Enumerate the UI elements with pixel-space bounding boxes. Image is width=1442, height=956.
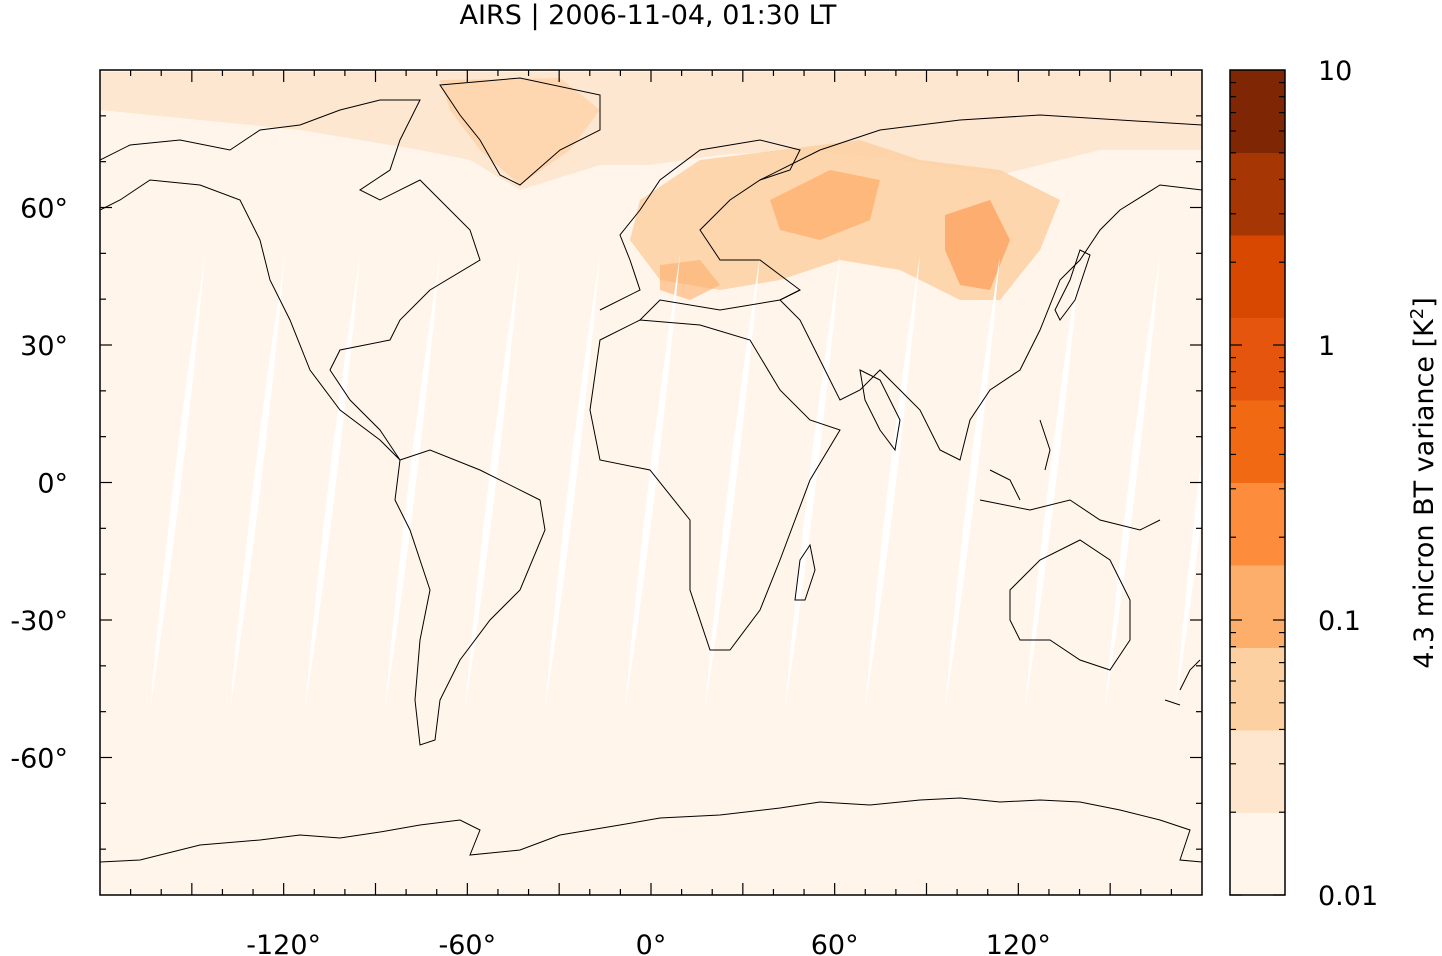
swath-gap (545, 255, 600, 710)
coast-greenland (439, 77, 601, 186)
colorbar-tick-label: 10 (1318, 56, 1352, 87)
colorbar-tick-label: 0.01 (1318, 881, 1378, 912)
lon-tick-label: -60° (439, 930, 497, 956)
colorbar-tick-label: 0.1 (1318, 606, 1361, 637)
colorbar-tick-label: 1 (1318, 331, 1335, 362)
colorbar-band (1230, 70, 1285, 153)
colorbar-ticks (1230, 81, 1285, 896)
colorbar-band (1230, 400, 1285, 483)
figure-title: AIRS | 2006-11-04, 01:30 LT (460, 0, 837, 31)
lon-tick-label: 0° (636, 930, 667, 956)
latitude-tick-labels: 60° 30° 0° -30° -60° (10, 194, 68, 775)
swath-gap (865, 255, 920, 710)
coast-asia (759, 114, 1202, 461)
colorbar-band (1230, 482, 1285, 566)
map-ticks (100, 70, 1202, 895)
coast-australia (1009, 539, 1131, 671)
colorbar-band (1230, 730, 1285, 813)
colorbar-bands (1230, 70, 1285, 896)
lon-tick-label: 60° (811, 930, 859, 956)
lat-tick-label: 60° (20, 194, 68, 225)
swath-gap (945, 255, 1000, 710)
data-field (100, 72, 1202, 710)
map-panel: -120° -60° 0° 60° 120° 60° 30° 0° -30° -60° (10, 69, 1203, 956)
colorbar-tick-labels: 10 1 0.1 0.01 (1318, 56, 1378, 912)
lat-tick-label: -30° (10, 606, 68, 637)
coast-north-america (100, 99, 481, 461)
swath-gap (1175, 454, 1202, 710)
swath-gap (305, 255, 360, 710)
coast-india (859, 369, 901, 452)
coastlines (100, 77, 1202, 863)
swath-gap (385, 255, 440, 710)
lat-tick-label: 30° (20, 331, 68, 362)
coast-antarctica (100, 797, 1202, 863)
colorbar-band (1230, 565, 1285, 648)
colorbar-frame (1229, 69, 1286, 896)
variance-patch-greenland (440, 78, 600, 185)
variance-patch-siberia (770, 170, 880, 240)
coast-new-zealand (1164, 659, 1201, 706)
colorbar-band (1230, 647, 1285, 731)
swath-gap (625, 255, 680, 710)
coast-africa (589, 319, 841, 651)
swath-gaps (150, 255, 1202, 710)
lat-tick-label: -60° (10, 744, 68, 775)
coast-madagascar (794, 543, 816, 601)
longitude-tick-labels: -120° -60° 0° 60° 120° (246, 930, 1051, 956)
swath-gap (705, 255, 760, 710)
coast-se-asia-islands (979, 419, 1161, 531)
lon-tick-label: 120° (986, 930, 1051, 956)
swath-gap (785, 255, 840, 710)
swath-gap (230, 255, 285, 710)
swath-gap (150, 255, 205, 710)
swath-gap (465, 255, 520, 710)
colorbar-band (1230, 812, 1285, 896)
variance-patch-central-asia (945, 200, 1010, 290)
lat-tick-label: 0° (37, 469, 68, 500)
coast-south-america (394, 449, 546, 746)
swath-gap (1105, 255, 1160, 710)
colorbar-axis-label: 4.3 micron BT variance [K2] (1407, 297, 1440, 669)
colorbar-band (1230, 317, 1285, 401)
lon-tick-label: -120° (246, 930, 321, 956)
colorbar-band (1230, 152, 1285, 236)
colorbar: 10 1 0.1 0.01 4.3 micron BT variance [K2] (1229, 56, 1440, 912)
coast-japan (1054, 249, 1091, 321)
colorbar-band (1230, 235, 1285, 318)
swath-gap (1025, 255, 1080, 710)
